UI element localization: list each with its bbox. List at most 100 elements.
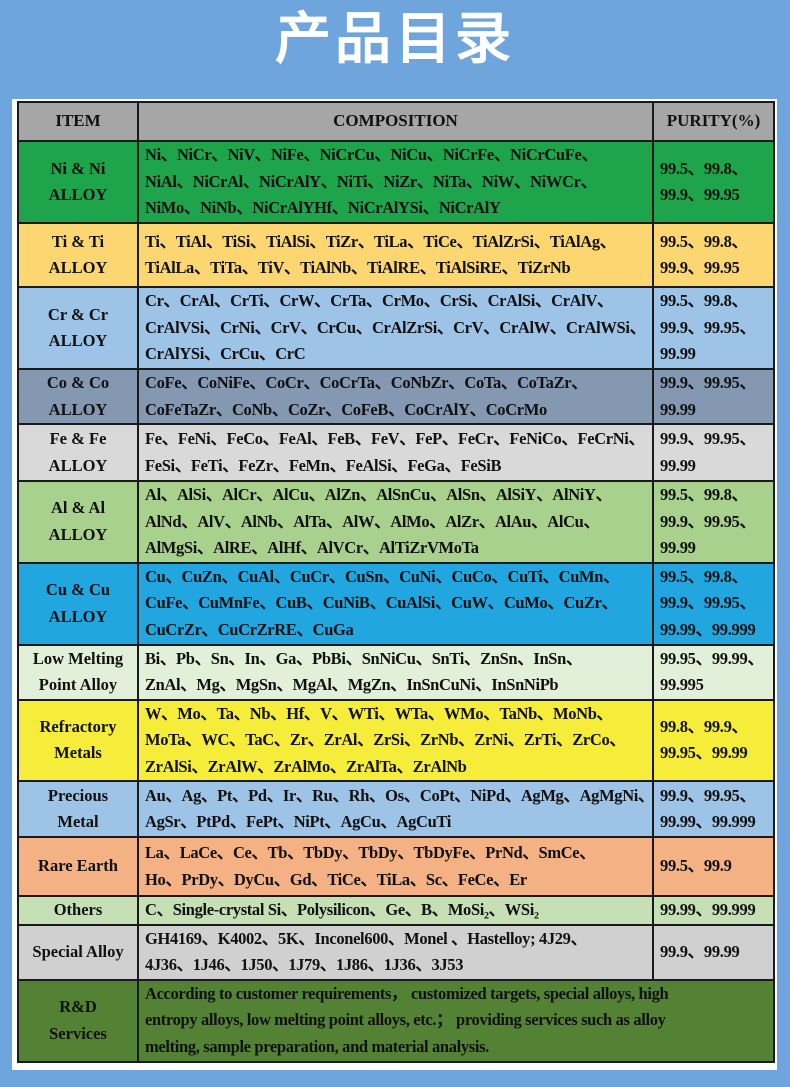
composition-cell-line: ZnAl、Mg、MgSn、MgAl、MgZn、InSnCuNi、InSnNiPb [145, 675, 559, 694]
composition-cell: Ni、NiCr、NiV、NiFe、NiCrCu、NiCu、NiCrFe、NiCr… [137, 140, 654, 224]
item-cell: Co & Co ALLOY [17, 368, 139, 425]
item-cell-line: Precious [47, 785, 109, 805]
item-cell: Ni & Ni ALLOY [17, 140, 139, 224]
item-cell-line: Point Alloy [38, 675, 118, 694]
composition-cell: La、LaCe、Ce、Tb、TbDy、TbDy、TbDyFe、PrNd、SmCe… [137, 836, 654, 897]
purity-cell-line: 99.9、99.95、 [660, 593, 756, 613]
composition-cell-line: CoFeTaZr、CoNb、CoZr、CoFeB、CoCrAlY、CoCrMo [145, 399, 547, 419]
header-composition: COMPOSITION [137, 101, 654, 142]
purity-cell-line: 99.9、99.95、 [660, 785, 756, 805]
table-row: Rare Earth La、LaCe、Ce、Tb、TbDy、TbDy、TbDyFe… [17, 836, 775, 897]
composition-cell: Cr、CrAl、CrTi、CrW、CrTa、CrMo、CrSi、CrAlSi、C… [137, 286, 654, 370]
composition-cell-line: W、Mo、Ta、Nb、Hf、V、WTi、WTa、WMo、TaNb、MoNb、 [145, 703, 613, 723]
item-cell-line: ALLOY [48, 258, 108, 277]
item-cell: Refractory Metals [17, 698, 139, 782]
purity-cell-line: 99.8、99.9、 [660, 716, 748, 736]
composition-cell-line: 4J36、1J46、1J50、1J79、1J86、1J36、3J53 [145, 955, 464, 974]
purity-cell-line: 99.5、99.9 [660, 856, 732, 876]
header-purity: PURITY(%) [652, 101, 775, 142]
composition-cell-line: CoFe、CoNiFe、CoCr、CoCrTa、CoNbZr、CoTa、CoTa… [145, 373, 588, 392]
table-row: Low Melting Point Alloy Bi、Pb、Sn、In、Ga、PbB… [17, 643, 775, 701]
item-cell-line: ALLOY [48, 606, 108, 626]
composition-cell-line: MoTa、WC、TaC、Zr、ZrAl、ZrSi、ZrNb、ZrNi、ZrTi、… [145, 730, 626, 749]
purity-cell: 99.5、99.8、 99.9、99.95 [652, 140, 775, 224]
purity-cell-line: 99.9、99.95、 [660, 317, 756, 337]
item-cell: Low Melting Point Alloy [17, 643, 139, 701]
item-cell: Al & Al ALLOY [17, 480, 139, 564]
composition-cell-line: Ti、TiAl、TiSi、TiAlSi、TiZr、TiLa、TiCe、TiAlZ… [145, 231, 616, 251]
purity-cell-line: 99.5、99.8、 [660, 291, 748, 311]
purity-cell-line: 99.9、99.95 [660, 185, 740, 204]
item-cell-line: Others [53, 900, 103, 919]
purity-cell-line: 99.99 [660, 538, 696, 557]
item-cell: Fe & Fe ALLOY [17, 423, 139, 482]
composition-cell-line: entropy alloys, low melting point alloys… [145, 1010, 666, 1030]
composition-cell-line: CuFe、CuMnFe、CuB、CuNiB、CuAlSi、CuW、CuMo、Cu… [145, 593, 618, 613]
composition-cell: W、Mo、Ta、Nb、Hf、V、WTi、WTa、WMo、TaNb、MoNb、 Mo… [137, 698, 654, 782]
composition-cell-line: Ho、PrDy、DyCu、Gd、TiCe、TiLa、Sc、FeCe、Er [145, 869, 527, 889]
purity-cell-line: 99.95、99.99 [660, 743, 748, 763]
item-cell-line: Special Alloy [32, 941, 124, 961]
composition-cell-line: Al、AlSi、AlCr、AlCu、AlZn、AlSnCu、AlSn、AlSiY… [145, 485, 612, 504]
item-cell-line: Fe & Fe [49, 429, 107, 448]
table-row: Ni & Ni ALLOY Ni、NiCr、NiV、NiFe、NiCrCu、NiCu… [17, 140, 775, 224]
item-cell-line: Ni & Ni [50, 158, 106, 178]
purity-cell-line: 99.5、99.8、 [660, 231, 748, 251]
item-cell-line: ALLOY [48, 455, 108, 475]
composition-cell-line: TiAlLa、TiTa、TiV、TiAlNb、TiAlRE、TiAlSiRE、T… [145, 258, 571, 277]
item-cell: Ti & Ti ALLOY [17, 222, 139, 288]
composition-cell-line: ZrAlSi、ZrAlW、ZrAlMo、ZrAlTa、ZrAlNb [145, 756, 467, 776]
item-cell-line: ALLOY [48, 185, 108, 204]
purity-cell-line: 99.995 [660, 675, 704, 694]
purity-cell: 99.9、99.99 [652, 923, 775, 981]
purity-cell: 99.9、99.95、 99.99 [652, 423, 775, 482]
purity-cell-line: 99.99、99.999 [660, 900, 756, 919]
item-cell-line: Metal [57, 812, 99, 831]
item-cell-line: Al & Al [50, 498, 106, 518]
composition-cell: Cu、CuZn、CuAl、CuCr、CuSn、CuNi、CuCo、CuTi、Cu… [137, 561, 654, 646]
composition-cell: Bi、Pb、Sn、In、Ga、PbBi、SnNiCu、SnTi、ZnSn、InS… [137, 643, 654, 701]
purity-cell-line: 99.99 [660, 344, 696, 364]
page-title: 产品目录 [275, 7, 515, 72]
composition-cell: Au、Ag、Pt、Pd、Ir、Ru、Rh、Os、CoPt、NiPd、AgMg、A… [137, 780, 654, 838]
item-cell: Special Alloy [17, 923, 139, 981]
composition-cell: GH4169、K4002、5K、Inconel600、Monel 、Hastel… [137, 923, 654, 981]
purity-cell-line: 99.9、99.95、 [660, 429, 756, 448]
purity-cell-line: 99.99 [660, 455, 696, 475]
composition-cell-line: CrAlVSi、CrNi、CrV、CrCu、CrAlZrSi、CrV、CrAlW… [145, 317, 646, 337]
composition-cell: CoFe、CoNiFe、CoCr、CoCrTa、CoNbZr、CoTa、CoTa… [137, 368, 654, 425]
purity-cell: 99.95、99.99、 99.995 [652, 643, 775, 701]
composition-cell-line: C、Single-crystal Si、Polysilicon、Ge、B、MoS… [145, 900, 539, 919]
purity-cell-line: 99.99、99.999 [660, 812, 756, 831]
purity-cell-line: 99.95、99.99、 [660, 648, 764, 668]
composition-cell-line: AgSr、PtPd、FePt、NiPt、AgCu、AgCuTi [145, 812, 452, 831]
purity-cell: 99.8、99.9、 99.95、99.99 [652, 698, 775, 782]
purity-cell: 99.99、99.999 [652, 895, 775, 926]
composition-cell-line: CuCrZr、CuCrZrRE、CuGa [145, 619, 354, 639]
purity-cell-line: 99.9、99.95 [660, 258, 740, 277]
item-cell: Cu & Cu ALLOY [17, 561, 139, 646]
table-row: Refractory Metals W、Mo、Ta、Nb、Hf、V、WTi、WTa、… [17, 698, 775, 782]
item-cell-line: ALLOY [48, 524, 108, 544]
item-cell-line: ALLOY [48, 331, 108, 350]
composition-cell: C、Single-crystal Si、Polysilicon、Ge、B、MoS… [137, 895, 654, 926]
purity-cell: 99.5、99.8、 99.9、99.95、 99.99、99.999 [652, 561, 775, 646]
composition-cell-line: Au、Ag、Pt、Pd、Ir、Ru、Rh、Os、CoPt、NiPd、AgMg、A… [145, 785, 653, 805]
item-cell-line: R&D [59, 997, 97, 1016]
composition-cell-line: Fe、FeNi、FeCo、FeAl、FeB、FeV、FeP、FeCr、FeNiC… [145, 429, 645, 448]
composition-cell-line: Ni、NiCr、NiV、NiFe、NiCrCu、NiCu、NiCrFe、NiCr… [145, 145, 598, 165]
purity-cell: 99.9、99.95、 99.99 [652, 368, 775, 425]
item-cell-line: ALLOY [48, 399, 108, 419]
table-row: Ti & Ti ALLOY Ti、TiAl、TiSi、TiAlSi、TiZr、TiL… [17, 222, 775, 288]
item-cell-line: Refractory [39, 716, 117, 736]
purity-cell: 99.9、99.95、 99.99、99.999 [652, 780, 775, 838]
item-cell: Cr & Cr ALLOY [17, 286, 139, 370]
composition-cell-line: According to customer requirements， cust… [145, 983, 669, 1003]
table-row: Al & Al ALLOY Al、AlSi、AlCr、AlCu、AlZn、AlSnC… [17, 480, 775, 564]
composition-cell-line: melting, sample preparation, and materia… [145, 1036, 489, 1056]
table-row: Others C、Single-crystal Si、Polysilicon、Ge… [17, 895, 775, 926]
item-cell-line: Ti & Ti [51, 231, 105, 251]
table-row: Fe & Fe ALLOY Fe、FeNi、FeCo、FeAl、FeB、FeV、Fe… [17, 423, 775, 482]
composition-cell: Al、AlSi、AlCr、AlCu、AlZn、AlSnCu、AlSn、AlSiY… [137, 480, 654, 564]
purity-cell-line: 99.9、99.99 [660, 941, 740, 961]
